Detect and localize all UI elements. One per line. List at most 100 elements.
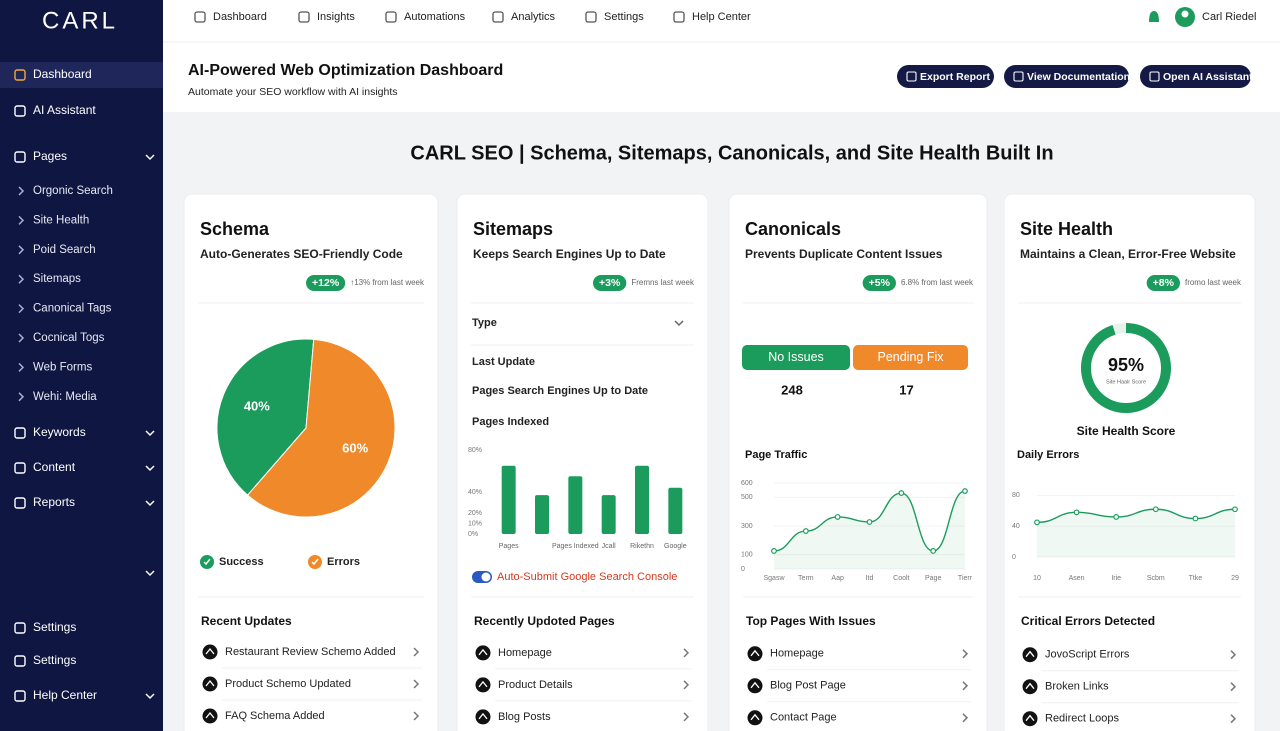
list-icon bbox=[475, 645, 491, 661]
header-button[interactable] bbox=[1004, 65, 1129, 88]
list-item[interactable]: JovoScript Errors bbox=[1045, 649, 1130, 661]
list-icon-glyph bbox=[478, 680, 488, 688]
status-count: 248 bbox=[781, 382, 803, 397]
chevron bbox=[683, 680, 690, 690]
pie-label: 60% bbox=[342, 440, 368, 455]
list-item[interactable]: Homepage bbox=[770, 648, 824, 660]
list-item[interactable]: Product Details bbox=[498, 679, 573, 691]
avatar-head bbox=[1181, 10, 1189, 18]
list-icon-glyph bbox=[205, 711, 215, 719]
chevron bbox=[674, 320, 684, 327]
y-tick-label: 500 bbox=[741, 494, 753, 501]
line-point bbox=[1073, 509, 1080, 516]
chevron bbox=[683, 712, 690, 722]
button-label[interactable]: View Documentation bbox=[1027, 71, 1130, 83]
line bbox=[1036, 508, 1236, 524]
list-icon bbox=[1022, 647, 1038, 663]
chevron bbox=[18, 392, 25, 402]
sidebar-subitem[interactable]: Sitemaps bbox=[33, 273, 81, 285]
x-tick-label: Irie bbox=[1111, 575, 1121, 582]
pie-slice bbox=[246, 338, 396, 518]
list-item[interactable]: Homepage bbox=[498, 647, 552, 659]
topnav-item[interactable]: Analytics bbox=[511, 11, 556, 23]
header-button[interactable] bbox=[897, 65, 994, 88]
x-tick-label: Pages Indexed bbox=[552, 543, 599, 550]
header-button[interactable] bbox=[1140, 65, 1251, 88]
list-item[interactable]: Restaurant Review Schemo Added bbox=[225, 646, 396, 658]
sidebar-item[interactable]: Settings bbox=[33, 620, 76, 634]
chart-title: Daily Errors bbox=[1017, 449, 1079, 461]
x-tick-label: Itd bbox=[866, 575, 874, 582]
y-tick-label: 80% bbox=[468, 447, 482, 454]
sidebar-item[interactable]: Keywords bbox=[33, 425, 86, 439]
user-name[interactable]: Carl Riedel bbox=[1202, 11, 1256, 23]
active-item bbox=[0, 62, 163, 88]
line-point bbox=[834, 514, 841, 520]
topnav-item[interactable]: Dashboard bbox=[213, 11, 267, 23]
legend-label: Success bbox=[219, 556, 264, 568]
sidebar-item[interactable]: Dashboard bbox=[33, 67, 92, 81]
list-icon-glyph bbox=[205, 647, 215, 655]
button-label[interactable]: Open AI Assistant bbox=[1163, 71, 1253, 83]
list-icon-glyph bbox=[750, 713, 760, 721]
list-item[interactable]: Redirect Loops bbox=[1045, 713, 1119, 725]
card bbox=[728, 193, 988, 731]
sidebar-item[interactable]: Reports bbox=[33, 495, 75, 509]
x-tick-label: Ttke bbox=[1189, 575, 1203, 582]
y-tick-label: 300 bbox=[741, 523, 753, 530]
button-label[interactable]: Export Report bbox=[920, 71, 991, 83]
topnav-item[interactable]: Insights bbox=[317, 11, 355, 23]
sidebar-subitem[interactable]: Poid Search bbox=[33, 244, 96, 256]
line-point bbox=[771, 548, 777, 554]
toggle-knob bbox=[481, 572, 491, 582]
sidebar-subitem[interactable]: Orgonic Search bbox=[33, 185, 113, 197]
card-title: Schema bbox=[200, 219, 270, 239]
field-label: Type bbox=[472, 317, 497, 329]
bar bbox=[601, 495, 616, 534]
field-label: Pages Indexed bbox=[472, 416, 549, 428]
list-item[interactable]: Broken Links bbox=[1045, 681, 1109, 693]
card-subtitle: Keeps Search Engines Up to Date bbox=[473, 247, 666, 261]
x-tick-label: Rikethn bbox=[630, 543, 654, 550]
status-badge bbox=[742, 345, 850, 370]
card-subtitle: Prevents Duplicate Content Issues bbox=[745, 247, 943, 261]
chevron bbox=[413, 679, 420, 689]
sidebar-subitem[interactable]: Web Forms bbox=[33, 361, 92, 373]
score-value: 95% bbox=[1108, 355, 1144, 375]
change-note: Fremns last week bbox=[631, 278, 695, 287]
sidebar-item[interactable]: AI Assistant bbox=[33, 103, 96, 117]
change-note: 6.8% from last week bbox=[901, 278, 974, 287]
nav-icon bbox=[14, 151, 26, 163]
x-tick-label: Scbm bbox=[1147, 575, 1165, 582]
topnav-item[interactable]: Automations bbox=[404, 11, 466, 23]
sidebar-item[interactable]: Settings bbox=[33, 653, 76, 667]
logo: CARL bbox=[42, 7, 118, 34]
sidebar-item[interactable]: Content bbox=[33, 460, 76, 474]
list-item[interactable]: Contact Page bbox=[770, 712, 837, 724]
sidebar-subitem[interactable]: Site Health bbox=[33, 214, 89, 226]
list-item[interactable]: Product Schemo Updated bbox=[225, 678, 351, 690]
list-item[interactable]: Blog Posts bbox=[498, 711, 551, 723]
change-badge-bg bbox=[1146, 275, 1180, 291]
line-point bbox=[1152, 506, 1159, 513]
chevron bbox=[18, 304, 25, 314]
topnav-icon bbox=[298, 11, 310, 23]
sidebar-subitem[interactable]: Cocnical Togs bbox=[33, 332, 105, 344]
sidebar-subitem[interactable]: Canonical Tags bbox=[33, 303, 112, 315]
sidebar-subitem[interactable]: Wehi: Media bbox=[33, 391, 97, 403]
list-item[interactable]: FAQ Schema Added bbox=[225, 710, 325, 722]
chevron bbox=[962, 713, 969, 723]
topnav-item[interactable]: Help Center bbox=[692, 11, 751, 23]
list-item[interactable]: Blog Post Page bbox=[770, 680, 846, 692]
score-title: Site Health Score bbox=[1077, 424, 1176, 438]
topnav-item[interactable]: Settings bbox=[604, 11, 644, 23]
status-count: 17 bbox=[899, 382, 913, 397]
card bbox=[456, 193, 709, 731]
sidebar-item[interactable]: Pages bbox=[33, 149, 67, 163]
toggle-label[interactable]: Auto-Submit Google Search Console bbox=[497, 571, 677, 583]
y-tick-label: 0 bbox=[741, 566, 745, 573]
sidebar-item[interactable]: Help Center bbox=[33, 688, 97, 702]
nav-icon bbox=[14, 655, 26, 667]
